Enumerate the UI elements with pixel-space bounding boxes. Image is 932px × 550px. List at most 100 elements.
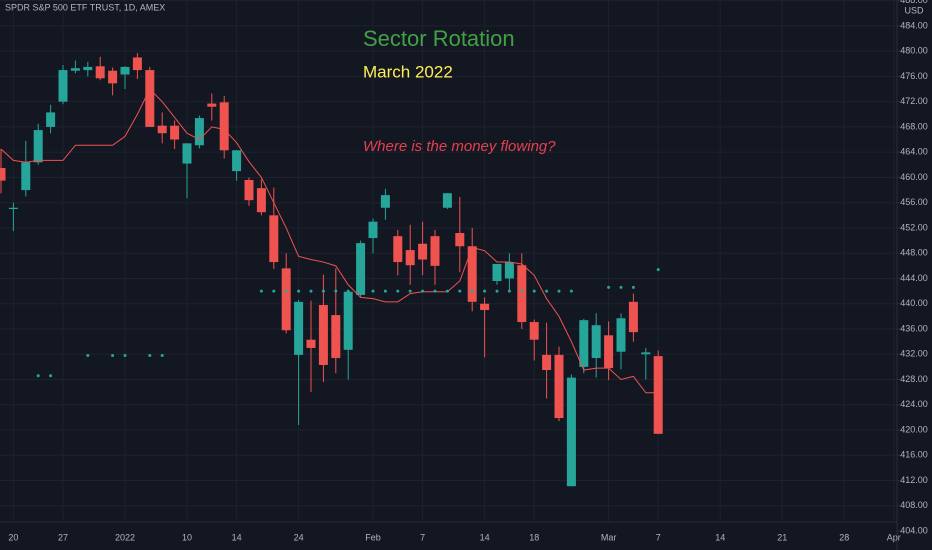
candle-body <box>21 162 31 191</box>
indicator-dot <box>49 374 53 378</box>
x-tick-label: 14 <box>480 532 490 542</box>
y-tick-label: 472.00 <box>900 96 928 106</box>
candle-body <box>380 195 390 208</box>
candle-body <box>108 70 118 84</box>
indicator-dot <box>532 289 536 293</box>
x-tick-label: 21 <box>777 532 787 542</box>
y-tick-label: 404.00 <box>900 525 928 535</box>
indicator-dot <box>545 289 549 293</box>
candle-body <box>58 70 68 102</box>
candle-body <box>120 66 130 75</box>
chart-title: Sector Rotation <box>363 26 515 51</box>
y-tick-label: 444.00 <box>900 273 928 283</box>
indicator-dot <box>123 354 127 358</box>
x-tick-label: Feb <box>365 532 381 542</box>
candle-body <box>628 301 638 333</box>
candle-body <box>529 322 539 340</box>
candle-body <box>554 354 564 419</box>
candle-body <box>393 236 403 263</box>
currency-label: USD <box>904 5 924 15</box>
y-tick-label: 464.00 <box>900 147 928 157</box>
candle-body <box>405 250 415 266</box>
indicator-dot <box>396 289 400 293</box>
candle-body <box>430 236 440 266</box>
candle-body <box>566 377 576 487</box>
candle-body <box>281 268 291 331</box>
indicator-dot <box>483 289 487 293</box>
indicator-dot <box>458 289 462 293</box>
x-tick-label: 24 <box>294 532 304 542</box>
candle-body <box>604 335 614 369</box>
candle-body <box>157 125 167 134</box>
candle-body <box>653 356 663 434</box>
indicator-dot <box>607 285 611 289</box>
y-tick-label: 420.00 <box>900 424 928 434</box>
y-tick-label: 416.00 <box>900 450 928 460</box>
indicator-dot <box>631 285 635 289</box>
candle-body <box>542 354 552 371</box>
y-tick-label: 412.00 <box>900 475 928 485</box>
candle-body <box>269 215 279 263</box>
indicator-dot <box>346 289 350 293</box>
indicator-dot <box>36 374 40 378</box>
candle-body <box>207 103 217 107</box>
candle-body <box>70 68 80 71</box>
candle-body <box>480 303 490 311</box>
candle-body <box>95 66 105 79</box>
x-tick-label: 20 <box>8 532 18 542</box>
candle-body <box>517 265 527 323</box>
candle-body <box>0 167 6 181</box>
indicator-dot <box>520 289 524 293</box>
indicator-dot <box>371 289 375 293</box>
indicator-dot <box>433 289 437 293</box>
x-tick-label: 18 <box>529 532 539 542</box>
indicator-dot <box>334 289 338 293</box>
indicator-dot <box>160 354 164 358</box>
candle-body <box>219 102 229 151</box>
indicator-dot <box>495 289 499 293</box>
indicator-dot <box>470 289 474 293</box>
indicator-dot <box>148 354 152 358</box>
candle-body <box>294 301 304 355</box>
candle-body <box>579 320 589 367</box>
y-tick-label: 436.00 <box>900 323 928 333</box>
x-tick-label: 7 <box>656 532 661 542</box>
indicator-dot <box>111 354 115 358</box>
indicator-dot <box>421 289 425 293</box>
candle-body <box>170 125 180 140</box>
candle-body <box>244 179 254 201</box>
x-tick-label: 27 <box>58 532 68 542</box>
candle-body <box>33 130 43 163</box>
x-tick-label: 10 <box>182 532 192 542</box>
candle-body <box>318 304 328 365</box>
y-tick-label: 428.00 <box>900 374 928 384</box>
indicator-dot <box>507 289 511 293</box>
indicator-dot <box>408 289 412 293</box>
chart-subtitle: March 2022 <box>363 62 453 81</box>
y-tick-label: 452.00 <box>900 222 928 232</box>
candle-body <box>418 243 428 260</box>
candle-body <box>8 207 18 210</box>
candle-body <box>83 66 93 71</box>
y-tick-label: 424.00 <box>900 399 928 409</box>
candle-body <box>232 150 242 172</box>
candle-body <box>455 233 465 247</box>
y-tick-label: 476.00 <box>900 71 928 81</box>
candle-body <box>356 243 366 295</box>
candle-body <box>467 246 477 302</box>
x-tick-label: 2022 <box>115 532 135 542</box>
candle-body <box>442 193 452 208</box>
x-tick-label: 14 <box>232 532 242 542</box>
indicator-dot <box>86 354 90 358</box>
indicator-dot <box>272 289 276 293</box>
indicator-dot <box>309 289 313 293</box>
x-tick-label: Mar <box>601 532 617 542</box>
candle-body <box>504 262 514 279</box>
candle-body <box>641 352 651 355</box>
candle-body <box>194 118 204 146</box>
y-tick-label: 448.00 <box>900 248 928 258</box>
indicator-dot <box>321 289 325 293</box>
candle-body <box>368 221 378 239</box>
